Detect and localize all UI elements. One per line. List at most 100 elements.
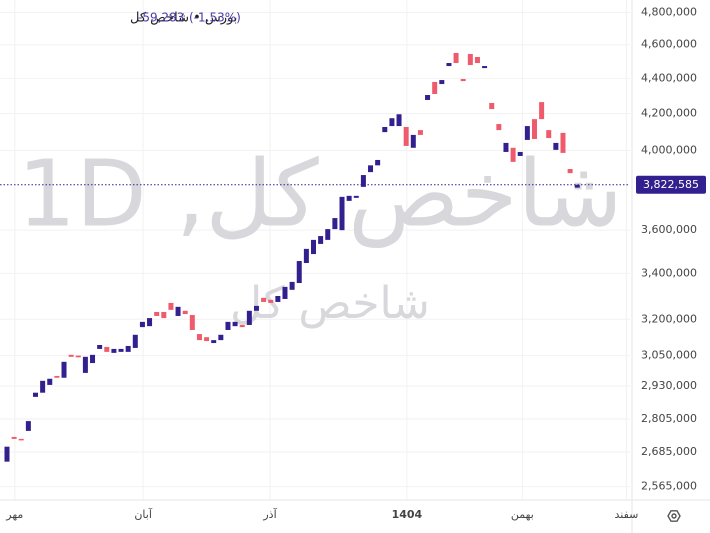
candle-body: [546, 130, 552, 139]
candle-body: [125, 345, 131, 352]
y-tick-label: 4,600,000: [641, 38, 697, 51]
y-tick-label: 2,685,000: [641, 445, 697, 458]
x-tick-label: آبان: [134, 507, 152, 521]
candle-body: [503, 142, 509, 152]
candle-body: [417, 130, 423, 135]
candle-body: [574, 184, 580, 188]
candle-body: [239, 324, 245, 328]
candle-body: [489, 102, 495, 110]
candle-body: [403, 126, 409, 146]
candle-body: [289, 281, 295, 290]
candle-body: [346, 195, 352, 201]
y-tick-label: 4,400,000: [641, 71, 697, 84]
y-tick-label: 3,400,000: [641, 266, 697, 279]
candle-body: [132, 334, 138, 348]
candle-body: [225, 321, 231, 330]
candle-body: [318, 236, 324, 244]
settings-icon[interactable]: [667, 510, 681, 522]
candle-body: [168, 302, 174, 310]
candle-body: [510, 147, 516, 162]
x-tick-label: بهمن: [511, 508, 534, 521]
y-tick-label: 3,200,000: [641, 312, 697, 325]
candle-body: [104, 346, 110, 352]
y-tick-label: 3,050,000: [641, 349, 697, 362]
candle-body: [25, 421, 31, 431]
candle-body: [360, 175, 366, 187]
candle-body: [482, 66, 488, 69]
settings-dot[interactable]: [671, 513, 677, 519]
y-tick-label: 2,565,000: [641, 480, 697, 493]
y-tick-label: 2,930,000: [641, 379, 697, 392]
candle-body: [196, 334, 202, 341]
candle-body: [246, 310, 252, 325]
candle-body: [553, 142, 559, 150]
candle-body: [261, 297, 267, 302]
candle-body: [339, 196, 345, 231]
candle-body: [139, 321, 145, 328]
candle-body: [375, 159, 381, 166]
candle-body: [97, 344, 103, 349]
candle-body: [68, 354, 74, 357]
candle-body: [189, 315, 195, 330]
candle-body: [382, 126, 388, 133]
x-tick-label: مهر: [5, 508, 23, 521]
x-tick-label: 1404: [392, 508, 423, 521]
candle-body: [410, 134, 416, 148]
candle-body: [453, 52, 459, 64]
settings-shape[interactable]: [667, 510, 681, 522]
candle-body: [47, 378, 53, 385]
candle-body: [425, 95, 431, 100]
candle-body: [11, 436, 17, 439]
candle-body: [211, 340, 217, 344]
candle-body: [332, 218, 338, 230]
candle-body: [54, 375, 60, 378]
candle-body: [4, 446, 10, 462]
price-badge: [636, 175, 706, 194]
chart-title: بورس • شاخص کل: [130, 11, 237, 26]
change-value: -59,283: [138, 11, 184, 25]
candle-body: [524, 126, 530, 140]
candle-body: [353, 195, 359, 198]
candle-body: [460, 79, 466, 82]
candle-body: [161, 311, 167, 319]
candle-body: [567, 169, 573, 174]
candle-body: [232, 321, 238, 327]
candle-body: [368, 165, 374, 173]
candle-body: [147, 318, 153, 327]
watermark-sub: شاخص کل: [230, 278, 430, 329]
y-tick-label: 4,200,000: [641, 107, 697, 120]
y-tick-label: 4,800,000: [641, 6, 697, 19]
y-tick-label: 2,805,000: [641, 412, 697, 425]
candle-body: [282, 286, 288, 299]
candle-body: [82, 356, 88, 373]
candle-body: [118, 348, 124, 352]
candle-body: [182, 310, 188, 315]
candle-body: [531, 119, 537, 139]
candle-body: [389, 118, 395, 127]
candle-body: [175, 306, 181, 316]
x-tick-label: سفند: [614, 508, 638, 521]
candle-body: [474, 56, 480, 64]
price-label: 3,822,585: [643, 178, 699, 191]
candle-body: [311, 239, 317, 255]
candle-body: [275, 295, 281, 302]
candle-body: [61, 361, 67, 378]
candle-body: [253, 305, 259, 311]
candle-body: [40, 380, 46, 393]
candle-body: [303, 248, 309, 264]
candle-body: [517, 151, 523, 156]
candle-body: [75, 355, 81, 358]
candle-body: [111, 348, 117, 353]
watermark: شاخص کل, 1D: [17, 140, 622, 248]
change-percent: (-1.53%): [189, 11, 241, 25]
candle-body: [32, 392, 38, 397]
candle-body: [90, 354, 96, 364]
candle-body: [154, 311, 160, 316]
y-tick-label: 4,000,000: [641, 143, 697, 156]
candle-body: [268, 299, 274, 303]
candle-body: [446, 63, 452, 67]
candle-body: [539, 102, 545, 120]
candle-body: [204, 337, 210, 342]
candle-body: [560, 132, 566, 153]
